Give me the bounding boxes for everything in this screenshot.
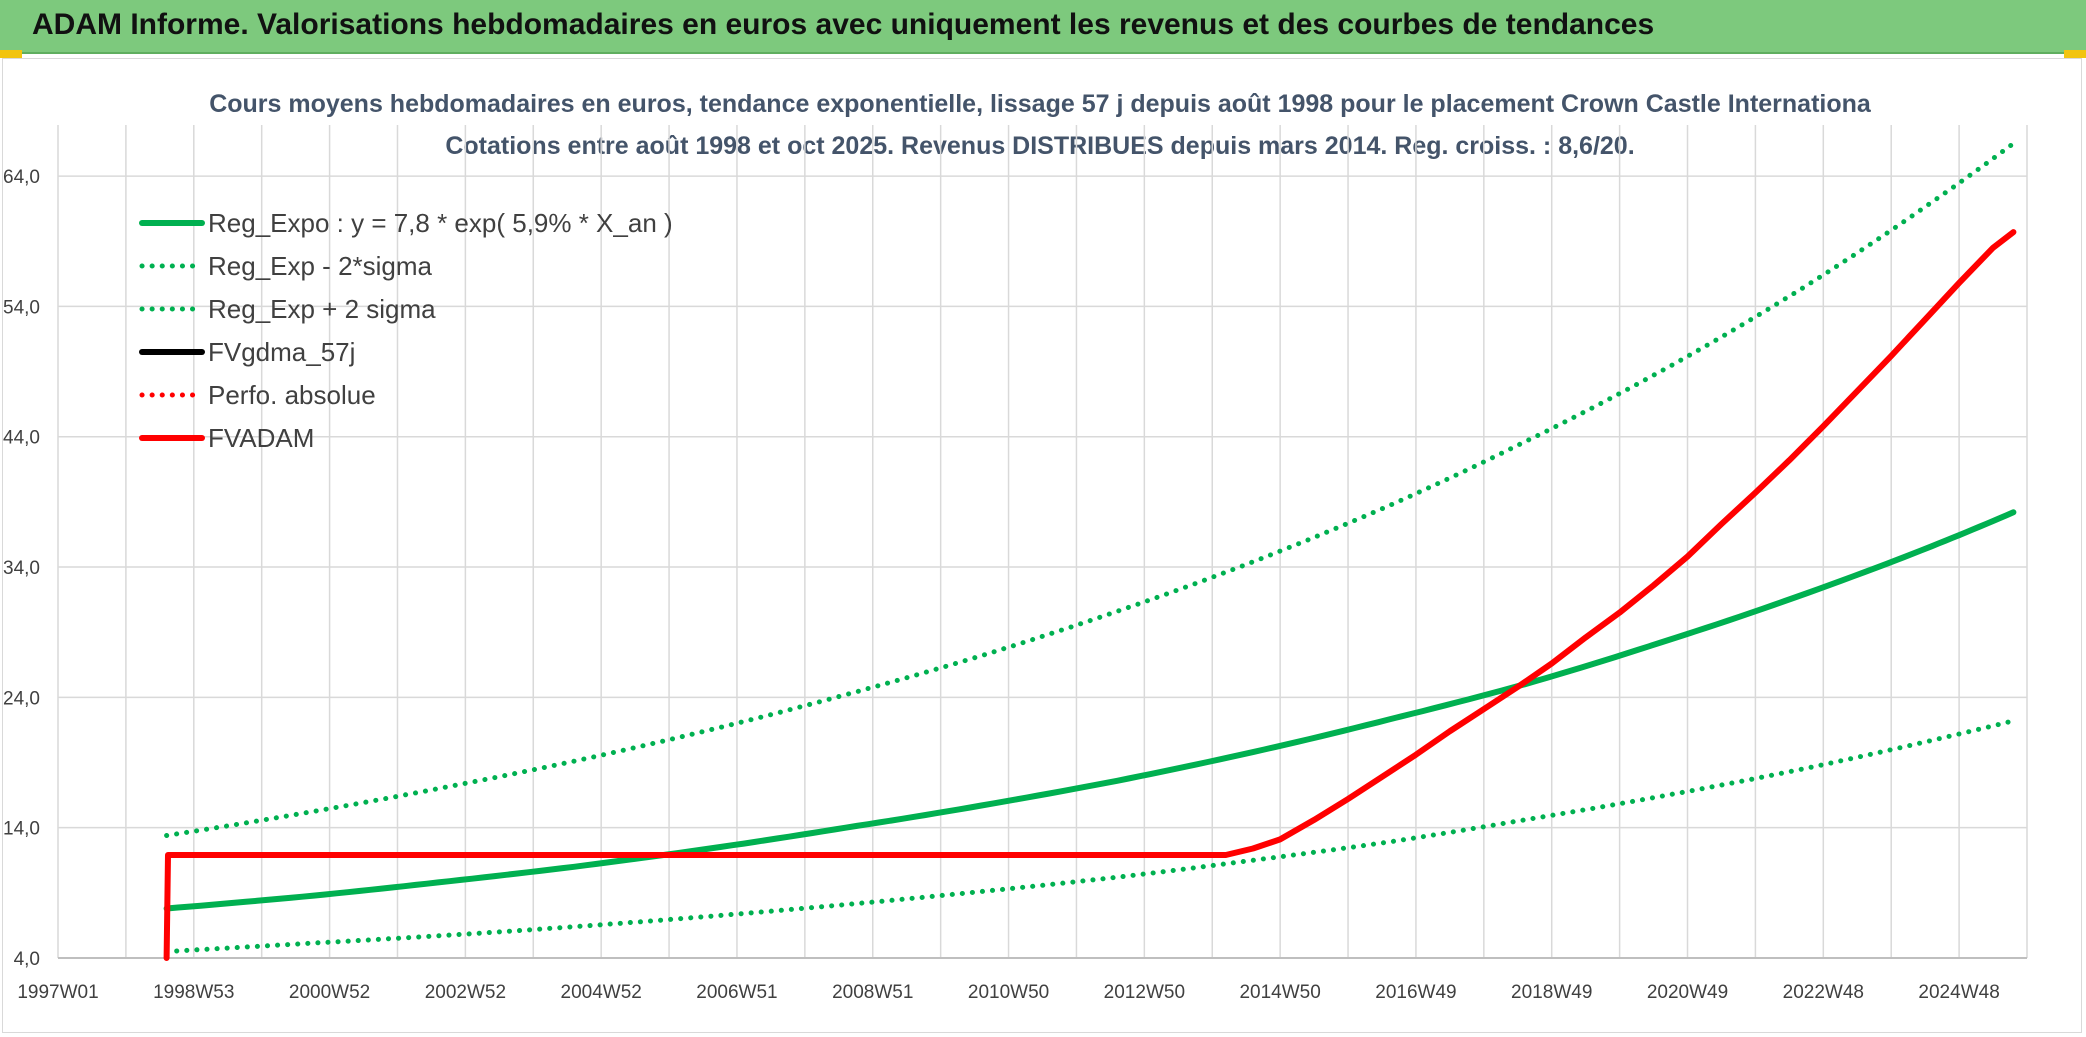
x-tick-label: 2010W50	[968, 982, 1049, 1003]
chart-title: Cours moyens hebdomadaires en euros, ten…	[209, 90, 1872, 118]
corner-accent-left	[0, 50, 22, 58]
report-banner: ADAM Informe. Valorisations hebdomadaire…	[0, 0, 2086, 54]
y-tick-label: 64,0	[3, 167, 40, 188]
y-tick-label: 54,0	[3, 297, 40, 318]
x-tick-label: 2000W52	[289, 982, 370, 1003]
corner-accent-right	[2064, 50, 2086, 58]
x-axis: 1997W01 1998W53 2000W52 2002W52 2004W52 2006W…	[17, 982, 1999, 1003]
y-tick-label: 14,0	[3, 819, 40, 840]
x-tick-label: 2020W49	[1647, 982, 1728, 1003]
x-tick-label: 2018W49	[1511, 982, 1592, 1003]
series-line-reg-plus	[164, 141, 2016, 838]
legend-label: FVgdma_57j	[208, 337, 355, 367]
x-tick-label: 2024W48	[1918, 982, 1999, 1003]
legend-label: Reg_Exp - 2*sigma	[208, 251, 433, 281]
x-tick-label: 1997W01	[17, 982, 98, 1003]
x-tick-label: 2012W50	[1104, 982, 1185, 1003]
series-lines	[163, 141, 2017, 961]
y-tick-label: 44,0	[3, 428, 40, 449]
x-tick-label: 2016W49	[1375, 982, 1456, 1003]
x-tick-label: 2002W52	[425, 982, 506, 1003]
x-tick-label: 2004W52	[561, 982, 642, 1003]
y-axis: 4,0 14,0 24,0 34,0 44,0 54,0 64,0	[3, 167, 40, 970]
x-tick-label: 1998W53	[153, 982, 234, 1003]
chart-area	[2, 58, 2082, 1033]
y-tick-label: 34,0	[3, 558, 40, 579]
grid	[57, 125, 2028, 959]
y-tick-label: 24,0	[3, 688, 40, 709]
x-tick-label: 2006W51	[696, 982, 777, 1003]
y-tick-label: 4,0	[14, 949, 40, 970]
legend-label: FVADAM	[208, 423, 314, 453]
chart-subtitle: Cotations entre août 1998 et oct 2025. R…	[445, 132, 1634, 160]
x-tick-label: 2022W48	[1783, 982, 1864, 1003]
series-line-reg-expo	[163, 509, 2017, 912]
x-tick-label: 2014W50	[1239, 982, 1320, 1003]
x-tick-label: 2008W51	[832, 982, 913, 1003]
legend-label: Perfo. absolue	[208, 380, 376, 410]
report-title: ADAM Informe. Valorisations hebdomadaire…	[32, 8, 1655, 41]
legend-label: Reg_Exp + 2 sigma	[208, 294, 436, 324]
legend: Reg_Expo : y = 7,8 * exp( 5,9% * X_an ) R…	[139, 208, 673, 453]
series-line-fvadam	[163, 229, 2017, 961]
legend-label: Reg_Expo : y = 7,8 * exp( 5,9% * X_an )	[208, 208, 673, 238]
series-line-reg-minus	[164, 718, 2016, 954]
